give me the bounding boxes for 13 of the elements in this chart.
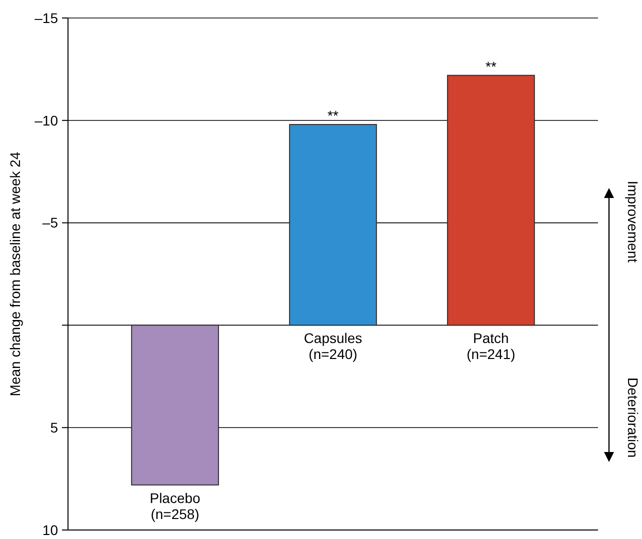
text: Improvement: [625, 180, 641, 263]
x-tick-label: Capsules (n=240): [304, 330, 362, 362]
y-tick-label: –10: [34, 112, 58, 128]
annotation: **: [486, 58, 497, 74]
y-tick-label: 5: [50, 420, 58, 436]
y-tick-label: 10: [42, 522, 58, 538]
annotation: **: [328, 107, 339, 124]
x-tick-label: Placebo (n=258): [150, 490, 201, 522]
x-tick-label: Patch (n=241): [466, 330, 516, 362]
y-tick-label: –5: [42, 214, 58, 231]
y-axis-title: Mean change from baseline at week 24: [7, 152, 23, 396]
y-tick-label: –15: [34, 10, 58, 26]
text: Deterioration: [625, 378, 641, 458]
